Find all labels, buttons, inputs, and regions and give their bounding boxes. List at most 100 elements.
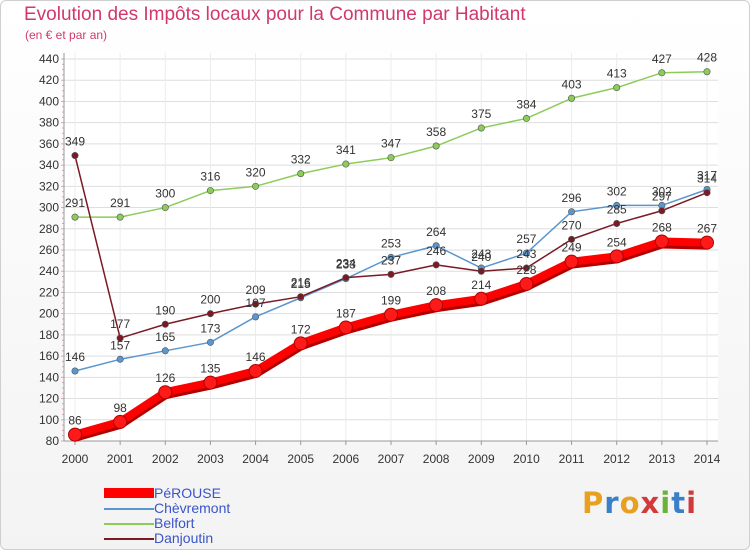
x-tick-label: 2007 [378,452,405,466]
x-tick-label: 2010 [513,452,540,466]
data-label-prouse: 146 [246,350,266,364]
data-point-danjoutin [297,293,305,301]
data-label-chvremont: 296 [562,191,582,205]
data-point-danjoutin [703,189,711,197]
x-tick-label: 2003 [197,452,224,466]
data-label-danjoutin: 314 [697,172,717,186]
data-label-belfort: 316 [200,170,220,184]
legend-swatch [104,523,154,525]
y-tick-label: 380 [39,116,59,130]
data-label-chvremont: 173 [200,321,220,335]
legend-label: Danjoutin [154,530,214,546]
y-tick-label: 440 [39,52,59,66]
data-label-prouse: 254 [607,235,627,249]
data-point-prouse [113,414,128,429]
data-label-danjoutin: 246 [426,244,446,258]
data-label-prouse: 126 [155,371,175,385]
data-point-chvremont [613,201,621,209]
data-point-prouse [158,385,173,400]
x-tick-label: 2005 [287,452,314,466]
y-tick-label: 120 [39,392,59,406]
x-tick-label: 2012 [603,452,630,466]
data-label-belfort: 427 [652,52,672,66]
data-point-danjoutin [387,270,395,278]
data-point-danjoutin [522,264,530,272]
data-label-belfort: 347 [381,137,401,151]
data-label-danjoutin: 285 [607,202,627,216]
x-tick-label: 2014 [694,452,721,466]
y-tick-label: 240 [39,264,59,278]
data-point-danjoutin [613,219,621,227]
data-point-belfort [477,124,485,132]
data-point-belfort [522,114,530,122]
data-point-belfort [568,94,576,102]
data-point-prouse [609,249,624,264]
data-point-danjoutin [71,152,79,160]
data-label-prouse: 86 [68,414,82,428]
series-layer [68,68,714,442]
data-label-prouse: 98 [113,401,127,415]
data-label-chvremont: 302 [652,184,672,198]
y-tick-label: 200 [39,307,59,321]
data-label-chvremont: 243 [471,247,491,261]
x-tick-label: 2004 [242,452,269,466]
data-label-prouse: 249 [562,241,582,255]
data-point-belfort [116,213,124,221]
data-point-danjoutin [252,300,260,308]
chart-subtitle: (en € et par an) [25,28,108,42]
data-point-belfort [206,187,214,195]
data-label-prouse: 214 [471,278,491,292]
data-label-prouse: 135 [200,362,220,376]
legend-swatch [104,508,154,510]
axis-layer: 80 100 120 140 160 180 200 220 240 260 280 300 320 34… [39,52,721,466]
data-label-belfort: 384 [516,97,536,111]
data-label-belfort: 320 [246,165,266,179]
data-label-danjoutin: 297 [652,190,672,204]
data-point-belfort [613,84,621,92]
data-point-danjoutin [658,207,666,215]
data-label-chvremont: 317 [697,169,717,183]
data-point-belfort [297,170,305,178]
data-label-danjoutin: 240 [471,250,491,264]
data-point-prouse [564,254,579,269]
y-tick-label: 400 [39,94,59,108]
proxiti-logo: Proxiti [582,486,697,520]
grid-layer [64,53,718,442]
y-tick-label: 340 [39,158,59,172]
data-point-chvremont [116,355,124,363]
data-label-chvremont: 165 [155,330,175,344]
data-point-prouse [429,298,444,313]
data-label-prouse: 187 [336,306,356,320]
data-label-prouse: 199 [381,294,401,308]
logo-letter: t [671,486,687,520]
data-point-belfort [703,68,711,76]
y-tick-label: 280 [39,222,59,236]
data-point-belfort [252,182,260,190]
data-point-danjoutin [432,261,440,269]
y-tick-label: 360 [39,137,59,151]
data-point-prouse [248,363,263,378]
data-point-prouse [700,235,714,250]
data-label-chvremont: 253 [381,236,401,250]
data-label-prouse: 208 [426,284,446,298]
data-point-danjoutin [342,274,350,282]
y-tick-label: 180 [39,328,59,342]
data-label-danjoutin: 200 [200,293,220,307]
data-label-danjoutin: 243 [516,247,536,261]
legend-swatch [104,538,154,540]
data-point-danjoutin [116,334,124,342]
data-point-belfort [71,213,79,221]
y-tick-label: 140 [39,370,59,384]
data-label-chvremont: 302 [607,184,627,198]
logo-letter: o [619,486,641,520]
data-label-danjoutin: 216 [291,276,311,290]
data-point-prouse [293,336,308,351]
y-tick-label: 100 [39,413,59,427]
y-tick-label: 420 [39,73,59,87]
data-point-prouse [338,320,353,335]
data-point-prouse [68,427,82,442]
data-point-chvremont [432,242,440,250]
data-label-prouse: 228 [516,263,536,277]
data-label-chvremont: 257 [516,232,536,246]
